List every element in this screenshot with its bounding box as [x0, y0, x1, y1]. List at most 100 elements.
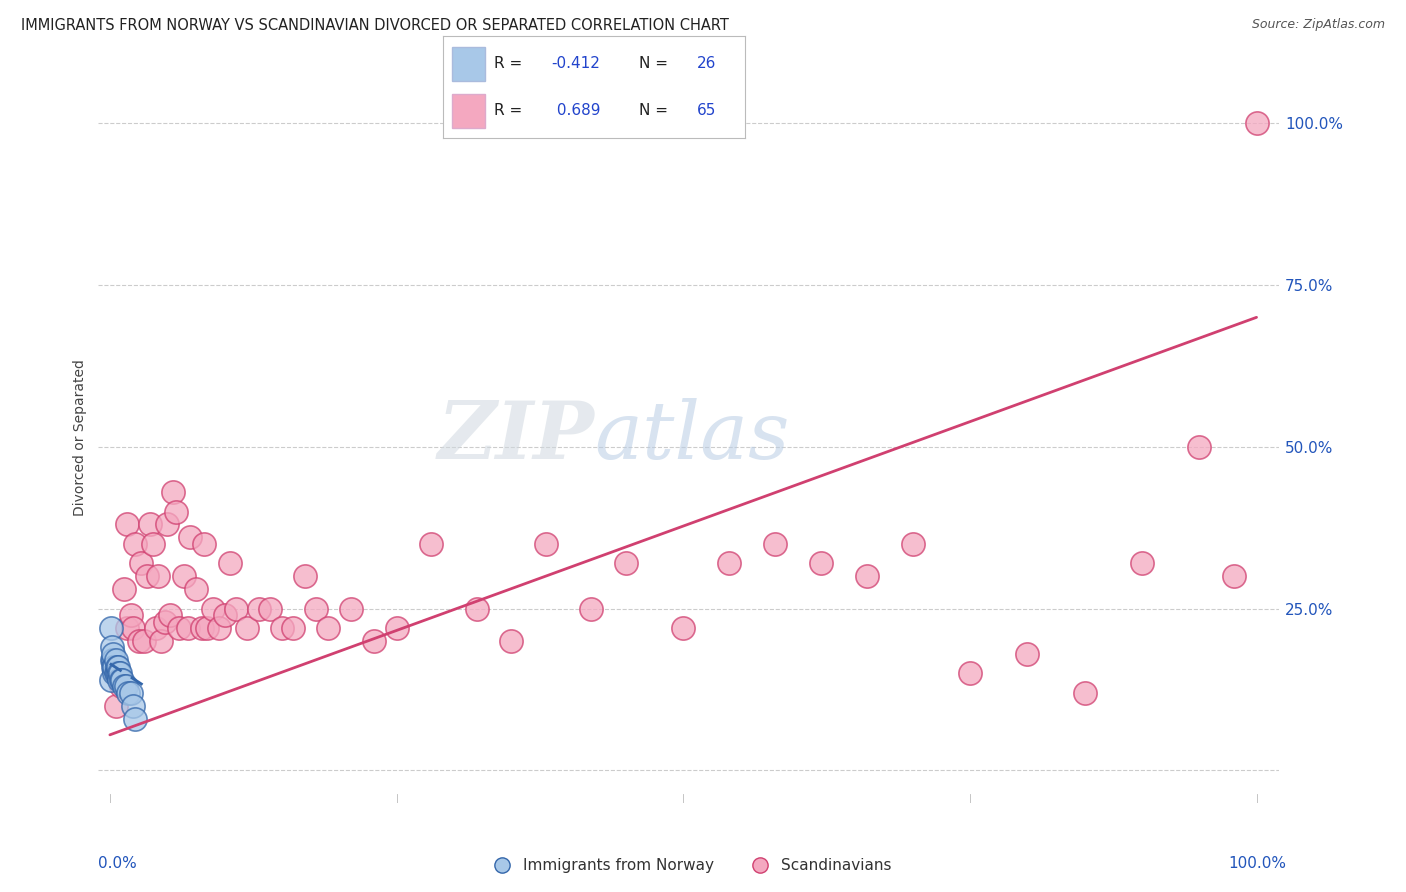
Point: [103, 666, 125, 681]
Text: R =: R =: [495, 56, 527, 71]
Point: [173, 569, 195, 583]
Point: [150, 634, 173, 648]
Point: [259, 601, 281, 615]
Point: [128, 634, 150, 648]
Text: 65: 65: [697, 103, 716, 118]
Text: ZIP: ZIP: [437, 399, 595, 475]
Point: [177, 621, 200, 635]
Point: [153, 615, 176, 629]
Point: [420, 537, 443, 551]
Bar: [451, 47, 485, 81]
Point: [112, 679, 135, 693]
Point: [103, 653, 125, 667]
Point: [1246, 116, 1268, 130]
Point: [124, 712, 146, 726]
Point: [108, 666, 131, 681]
Point: [247, 601, 270, 615]
Point: [108, 673, 131, 687]
Point: [219, 557, 242, 571]
Point: [165, 504, 187, 518]
Point: [146, 569, 169, 583]
Point: [145, 621, 167, 635]
Point: [104, 666, 127, 681]
Point: [763, 537, 786, 551]
Point: [104, 698, 127, 713]
Point: [104, 653, 127, 667]
Point: [465, 601, 488, 615]
Point: [305, 601, 328, 615]
Legend: Immigrants from Norway, Scandinavians: Immigrants from Norway, Scandinavians: [479, 852, 898, 880]
Point: [117, 686, 139, 700]
Point: [283, 621, 305, 635]
Text: 100.0%: 100.0%: [1229, 856, 1286, 871]
Point: [179, 530, 201, 544]
Text: 0.689: 0.689: [551, 103, 600, 118]
Point: [124, 537, 146, 551]
Point: [855, 569, 877, 583]
Point: [159, 608, 181, 623]
Point: [134, 634, 156, 648]
Point: [100, 621, 122, 635]
Point: [112, 582, 135, 597]
Point: [107, 666, 129, 681]
Point: [142, 537, 165, 551]
Point: [718, 557, 741, 571]
Point: [193, 537, 215, 551]
Point: [129, 557, 152, 571]
Point: [195, 621, 218, 635]
Point: [190, 621, 212, 635]
Point: [107, 660, 129, 674]
Text: 0.0%: 0.0%: [98, 856, 138, 871]
Point: [184, 582, 207, 597]
Point: [101, 640, 124, 655]
Point: [103, 647, 125, 661]
Point: [214, 608, 236, 623]
Text: R =: R =: [495, 103, 527, 118]
Point: [101, 653, 124, 667]
Point: [901, 537, 924, 551]
Text: atlas: atlas: [595, 399, 790, 475]
Point: [111, 673, 134, 687]
Point: [108, 666, 131, 681]
Point: [959, 666, 981, 681]
Point: [614, 557, 637, 571]
Point: [1130, 557, 1153, 571]
Point: [1017, 647, 1039, 661]
Point: [105, 666, 128, 681]
Point: [156, 517, 179, 532]
Point: [810, 557, 832, 571]
Text: IMMIGRANTS FROM NORWAY VS SCANDINAVIAN DIVORCED OR SEPARATED CORRELATION CHART: IMMIGRANTS FROM NORWAY VS SCANDINAVIAN D…: [21, 18, 728, 33]
Point: [225, 601, 247, 615]
Point: [121, 698, 143, 713]
Text: N =: N =: [640, 56, 673, 71]
Point: [167, 621, 190, 635]
Point: [115, 517, 138, 532]
Point: [100, 673, 122, 687]
Text: Source: ZipAtlas.com: Source: ZipAtlas.com: [1251, 18, 1385, 31]
Text: N =: N =: [640, 103, 673, 118]
Point: [363, 634, 385, 648]
Text: 26: 26: [697, 56, 716, 71]
Point: [534, 537, 557, 551]
Point: [121, 621, 143, 635]
Point: [139, 517, 162, 532]
Point: [501, 634, 523, 648]
Point: [1222, 569, 1244, 583]
Point: [270, 621, 292, 635]
Point: [120, 686, 142, 700]
Point: [339, 601, 361, 615]
Point: [110, 673, 132, 687]
Bar: [451, 95, 485, 128]
Point: [1188, 440, 1211, 454]
Point: [115, 679, 138, 693]
Point: [110, 679, 132, 693]
Point: [103, 660, 125, 674]
Point: [385, 621, 408, 635]
Point: [581, 601, 603, 615]
Point: [115, 621, 138, 635]
Point: [236, 621, 259, 635]
Point: [162, 485, 184, 500]
Point: [1073, 686, 1095, 700]
Point: [672, 621, 695, 635]
Point: [120, 608, 142, 623]
